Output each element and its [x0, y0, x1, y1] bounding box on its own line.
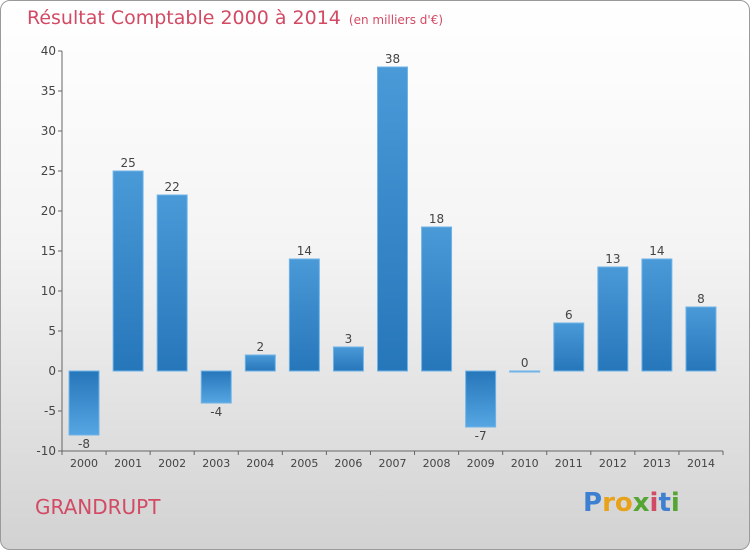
x-tick-label: 2006	[334, 457, 362, 470]
data-label: -8	[78, 437, 90, 451]
bar	[68, 370, 100, 436]
chart-title: Résultat Comptable 2000 à 2014	[27, 7, 341, 29]
commune-name: GRANDRUPT	[35, 495, 161, 519]
data-label: 18	[429, 212, 444, 226]
title-row: Résultat Comptable 2000 à 2014 (en millie…	[27, 7, 443, 29]
bar	[288, 258, 320, 372]
bar	[332, 346, 364, 372]
x-tick-label: 2005	[290, 457, 318, 470]
logo-letter: i	[670, 488, 680, 518]
y-tick-label: 15	[41, 244, 56, 258]
y-tick-label: 20	[41, 204, 56, 218]
x-tick-label: 2007	[379, 457, 407, 470]
y-tick-label: -10	[36, 444, 56, 458]
bar	[685, 306, 717, 372]
data-label: 14	[649, 244, 664, 258]
x-tick-label: 2000	[70, 457, 98, 470]
x-tick-label: 2008	[423, 457, 451, 470]
x-tick-label: 2004	[246, 457, 274, 470]
value-labels-group: -8 25 22 -4 2 14 3 38 18 -7 0 6 13 14 8	[78, 52, 705, 451]
data-label: 8	[697, 292, 705, 306]
y-tick-label: 25	[41, 164, 56, 178]
x-tick-label: 2002	[158, 457, 186, 470]
bar	[244, 354, 276, 372]
data-label: 2	[256, 340, 264, 354]
data-label: 25	[120, 156, 135, 170]
logo-letter: i	[649, 488, 659, 518]
data-label: 3	[345, 332, 353, 346]
logo-letter: r	[602, 488, 615, 518]
x-tick-label: 2003	[202, 457, 230, 470]
bar	[509, 370, 541, 373]
proxiti-logo: Proxiti	[583, 488, 680, 518]
y-tick-label: 40	[41, 44, 56, 58]
data-label: -4	[210, 405, 222, 419]
y-tick-label: 5	[48, 324, 56, 338]
y-tick-label: 30	[41, 124, 56, 138]
data-label: 13	[605, 252, 620, 266]
x-tick-label: 2012	[599, 457, 627, 470]
logo-letter: o	[614, 488, 633, 518]
x-tick-label: 2011	[555, 457, 583, 470]
bar	[156, 194, 188, 372]
logo-letter: x	[632, 488, 650, 518]
y-tick-label: 35	[41, 84, 56, 98]
x-tick-label: 2013	[643, 457, 671, 470]
data-label: 38	[385, 52, 400, 66]
bar	[465, 370, 497, 428]
x-tick-label: 2001	[114, 457, 142, 470]
bar	[200, 370, 232, 404]
y-tick-label: -5	[44, 404, 56, 418]
bar	[421, 226, 453, 372]
bar	[377, 66, 408, 372]
x-tick-label: 2014	[687, 457, 715, 470]
data-label: 6	[565, 308, 573, 322]
data-label: 0	[521, 356, 529, 370]
data-label: -7	[475, 429, 487, 443]
bar	[597, 266, 629, 372]
data-label: 22	[165, 180, 180, 194]
logo-letter: P	[583, 488, 603, 518]
bar	[112, 170, 144, 372]
y-tick-label: 0	[48, 364, 56, 378]
data-label: 14	[297, 244, 312, 258]
y-tick-label: 10	[41, 284, 56, 298]
x-tick-label: 2009	[467, 457, 495, 470]
bar	[641, 258, 673, 372]
x-tick-label: 2010	[511, 457, 539, 470]
logo-letter: t	[658, 488, 671, 518]
chart-subtitle: (en milliers d'€)	[348, 13, 444, 27]
bar	[553, 322, 585, 372]
bars-group	[68, 66, 717, 436]
